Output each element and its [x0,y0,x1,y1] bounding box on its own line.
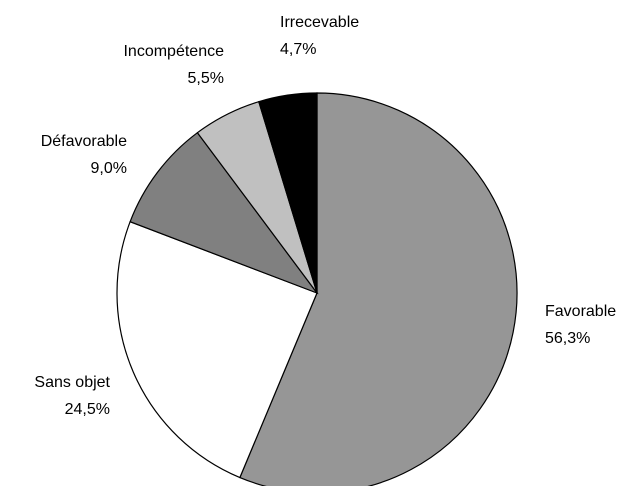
value-defavorable: 9,0% [91,160,127,177]
value-favorable: 56,3% [545,330,590,347]
label-incompetence: Incompétence [123,43,224,60]
pie-slice-irrecevable [258,92,318,294]
label-favorable: Favorable [545,303,616,320]
value-incompetence: 5,5% [188,70,224,87]
value-sans-objet: 24,5% [65,401,110,418]
pie-slice-sans-objet [116,220,318,479]
label-defavorable: Défavorable [41,133,127,150]
pie-slices [116,92,518,486]
pie-slice-favorable [239,92,518,486]
value-irrecevable: 4,7% [280,41,316,58]
pie-slice-defavorable [129,131,319,295]
label-sans-objet: Sans objet [34,374,110,391]
label-irrecevable: Irrecevable [280,14,359,31]
